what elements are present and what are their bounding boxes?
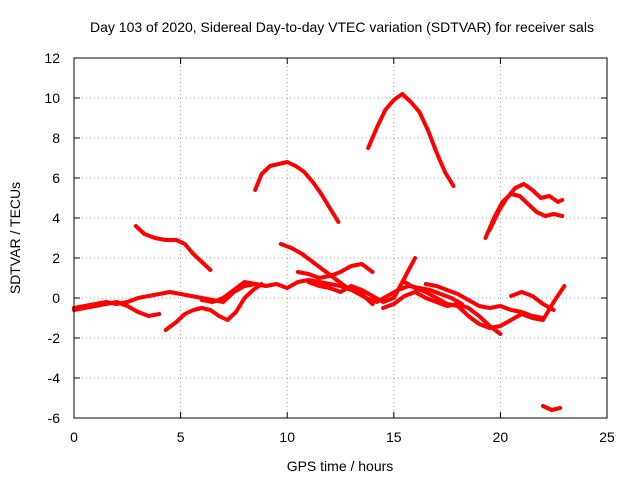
series-line-s4 [163, 282, 264, 332]
series-group [72, 92, 567, 412]
x-axis-label: GPS time / hours [287, 458, 394, 474]
x-tick-label: 0 [70, 429, 78, 445]
y-tick-label: 12 [44, 50, 60, 66]
x-tick-label: 5 [177, 429, 185, 445]
plot-frame [73, 57, 608, 419]
series-line-s11 [381, 290, 503, 336]
series-line-s6 [253, 160, 341, 224]
x-tick-label: 15 [386, 429, 402, 445]
y-axis-label: SDTVAR / TECUs [7, 182, 23, 294]
series-line-s10 [366, 92, 456, 188]
y-tick-label: 10 [44, 90, 60, 106]
chart-title: Day 103 of 2020, Sidereal Day-to-day VTE… [90, 19, 594, 35]
y-tick-label: 2 [52, 250, 60, 266]
ticks: 0 5 10 15 20 25 -6 -4 -2 0 2 4 6 8 10 12 [44, 50, 615, 445]
grid [74, 58, 607, 418]
series-line-s8 [295, 262, 375, 280]
series-line-s9 [306, 256, 418, 304]
y-tick-label: -6 [48, 410, 61, 426]
x-tick-label: 25 [599, 429, 615, 445]
series-line-s13 [423, 282, 545, 320]
y-tick-label: 0 [52, 290, 60, 306]
y-tick-label: -2 [48, 330, 61, 346]
x-tick-label: 20 [493, 429, 509, 445]
x-tick-label: 10 [279, 429, 295, 445]
series-line-s15 [487, 182, 565, 232]
series-line-s16 [509, 290, 556, 312]
y-tick-label: 6 [52, 170, 60, 186]
series-line-s3 [133, 224, 213, 272]
series-line-s2 [72, 300, 162, 318]
series-line-s7 [278, 242, 464, 306]
series-line-s17 [541, 404, 563, 412]
y-tick-label: -4 [48, 370, 61, 386]
series-line-s5 [199, 280, 268, 304]
y-tick-label: 8 [52, 130, 60, 146]
y-tick-label: 4 [52, 210, 60, 226]
